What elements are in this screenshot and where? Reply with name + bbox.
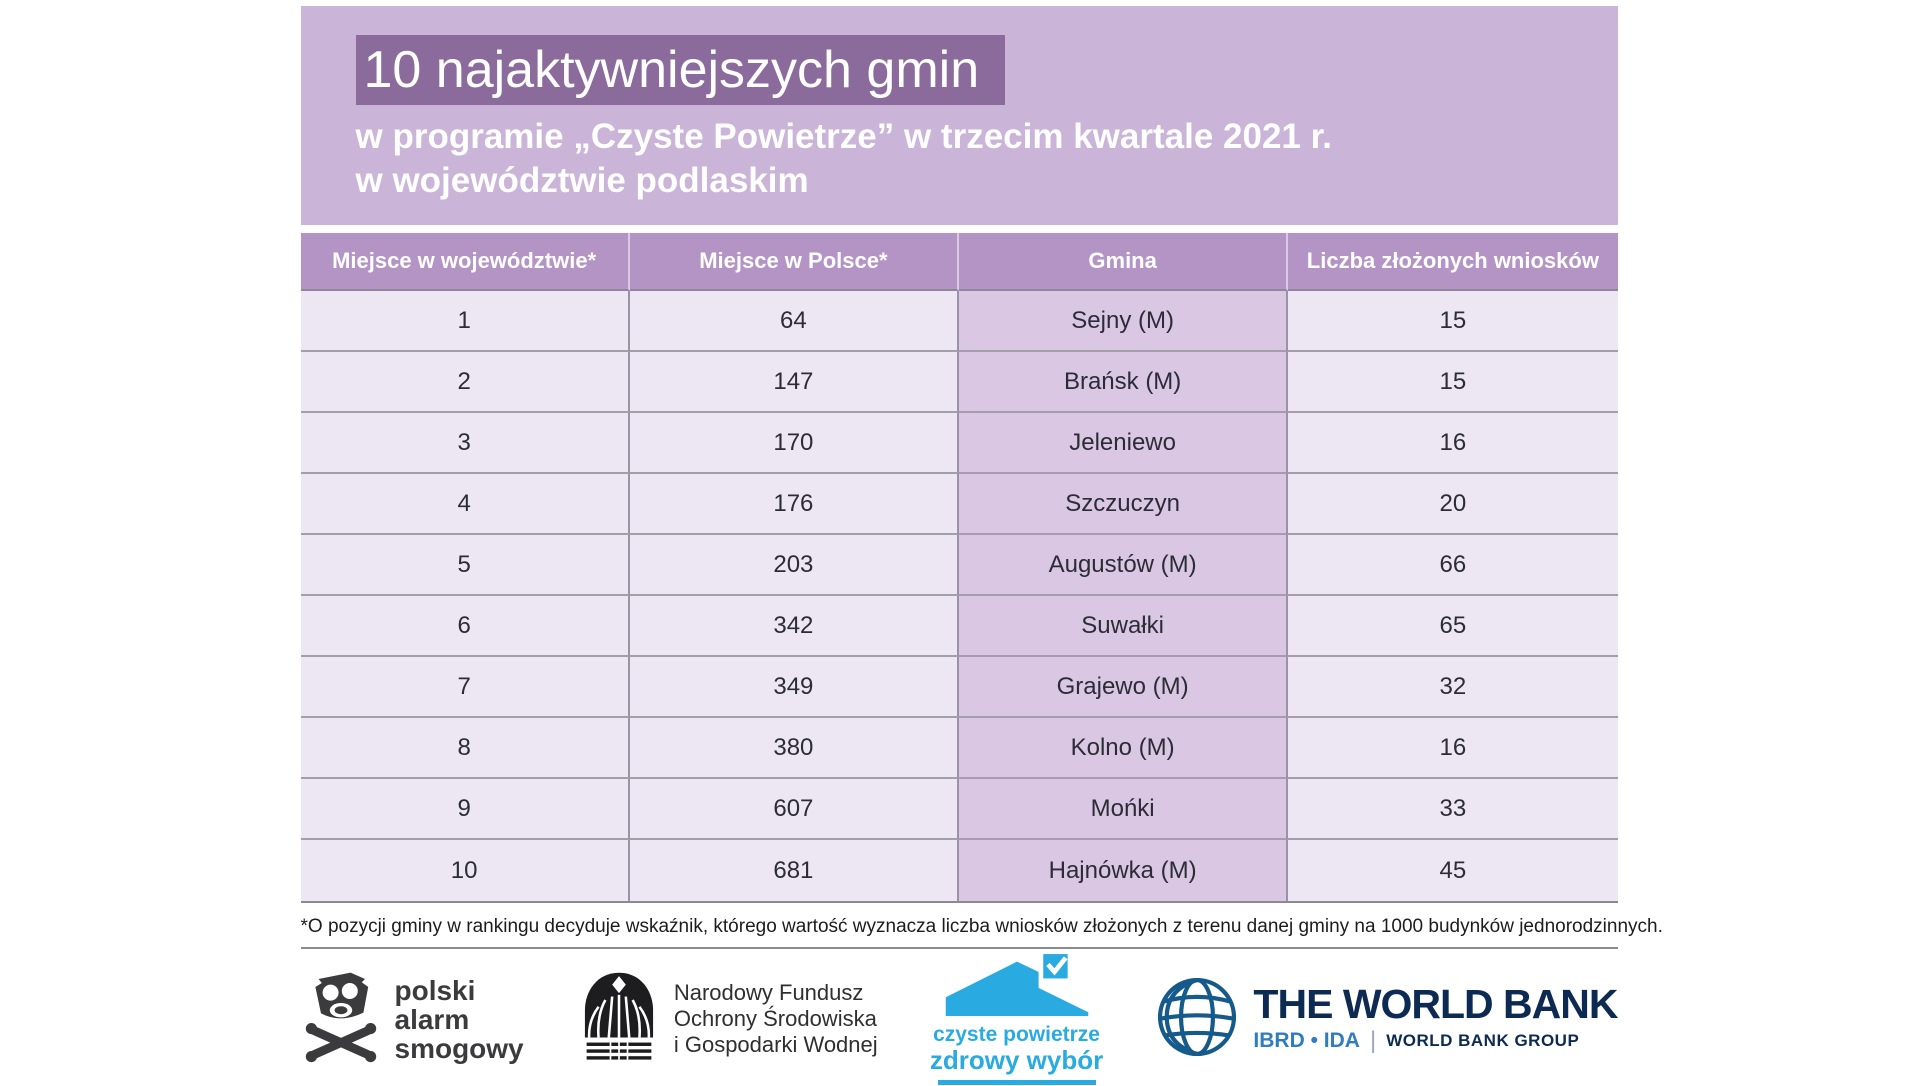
table-cell-gmina: Szczuczyn: [959, 474, 1289, 535]
gas-mask-crossbones-icon: [301, 971, 381, 1068]
ranking-table: Miejsce w województwie* Miejsce w Polsce…: [300, 233, 1618, 903]
logo-polski-alarm-smogowy: polski alarm smogowy: [301, 971, 524, 1068]
infographic: 10 najaktywniejszych gmin w programie „C…: [300, 6, 1663, 1085]
table-cell: 8: [300, 718, 630, 779]
table-cell-gmina: Mońki: [959, 779, 1289, 840]
nf-line1: Narodowy Fundusz: [673, 980, 864, 1005]
tree-emblem-icon: [576, 971, 662, 1068]
column-header-miejsce-polska: Miejsce w Polsce*: [629, 233, 959, 291]
footnote-divider: [300, 947, 1618, 949]
column-header-gmina: Gmina: [959, 233, 1289, 291]
table-cell: 64: [629, 291, 959, 352]
logo-czyste-powietrze: czyste powietrze zdrowy wybór: [929, 953, 1104, 1085]
table-cell: 16: [1288, 413, 1618, 474]
table-cell: 2: [300, 352, 630, 413]
world-bank-divider: |: [1369, 1027, 1377, 1054]
nf-line3: i Gospodarki Wodnej: [673, 1032, 878, 1057]
table-cell: 7: [300, 657, 630, 718]
table-cell: 20: [1288, 474, 1618, 535]
table-cell: 342: [629, 596, 959, 657]
table-cell: 32: [1288, 657, 1618, 718]
table-cell-gmina: Hajnówka (M): [959, 840, 1289, 901]
table-cell: 10: [300, 840, 630, 901]
table-cell: 203: [629, 535, 959, 596]
table-cell-gmina: Grajewo (M): [959, 657, 1289, 718]
header-banner: 10 najaktywniejszych gmin w programie „C…: [300, 6, 1618, 225]
table-cell: 66: [1288, 535, 1618, 596]
table-cell: 3: [300, 413, 630, 474]
table-cell: 15: [1288, 291, 1618, 352]
world-bank-group: WORLD BANK GROUP: [1386, 1031, 1580, 1050]
page-subtitle: w programie „Czyste Powietrze” w trzecim…: [356, 115, 1618, 203]
czyste-powietrze-line1: czyste powietrze: [933, 1022, 1100, 1046]
table-cell-gmina: Suwałki: [959, 596, 1289, 657]
table-cell: 147: [629, 352, 959, 413]
subtitle-line-2: w województwie podlaskim: [355, 161, 809, 200]
table-cell: 380: [629, 718, 959, 779]
nf-line2: Ochrony Środowiska: [673, 1006, 877, 1031]
czyste-powietrze-line2: zdrowy wybór: [929, 1044, 1104, 1075]
table-cell-gmina: Jeleniewo: [959, 413, 1289, 474]
table-cell-gmina: Brańsk (M): [959, 352, 1289, 413]
house-checkmark-icon: [942, 953, 1092, 1021]
czyste-powietrze-underline: [937, 1079, 1096, 1085]
table-cell: 176: [629, 474, 959, 535]
column-header-miejsce-wojewodztwo: Miejsce w województwie*: [300, 233, 630, 291]
table-cell: 1: [300, 291, 630, 352]
table-cell-gmina: Kolno (M): [959, 718, 1289, 779]
table-cell: 16: [1288, 718, 1618, 779]
table-cell: 5: [300, 535, 630, 596]
table-cell-gmina: Augustów (M): [959, 535, 1289, 596]
page-title: 10 najaktywniejszych gmin: [355, 35, 1006, 105]
table-cell: 45: [1288, 840, 1618, 901]
subtitle-line-1: w programie „Czyste Powietrze” w trzecim…: [355, 117, 1333, 156]
table-cell: 15: [1288, 352, 1618, 413]
pas-line2: alarm: [394, 1003, 470, 1035]
logo-polski-alarm-smogowy-text: polski alarm smogowy: [395, 976, 524, 1063]
table-cell: 349: [629, 657, 959, 718]
logo-nfosigw: Narodowy Fundusz Ochrony Środowiska i Go…: [576, 971, 878, 1068]
world-bank-ibrd-ida: IBRD • IDA: [1253, 1029, 1360, 1052]
column-header-wnioski: Liczba złożonych wniosków: [1288, 233, 1618, 291]
footnote: *O pozycji gminy w rankingu decyduje wsk…: [300, 916, 1663, 937]
world-bank-name: THE WORLD BANK: [1253, 981, 1618, 1027]
table-cell: 6: [300, 596, 630, 657]
globe-icon: [1155, 975, 1239, 1064]
world-bank-subline: IBRD • IDA | WORLD BANK GROUP: [1253, 1027, 1617, 1055]
table-cell: 4: [300, 474, 630, 535]
pas-line1: polski: [394, 974, 476, 1006]
logo-nfosigw-text: Narodowy Fundusz Ochrony Środowiska i Go…: [674, 980, 878, 1058]
logo-world-bank: THE WORLD BANK IBRD • IDA | WORLD BANK G…: [1155, 975, 1619, 1064]
table-cell: 607: [629, 779, 959, 840]
table-cell-gmina: Sejny (M): [959, 291, 1289, 352]
pas-line3: smogowy: [394, 1032, 524, 1064]
table-cell: 170: [629, 413, 959, 474]
table-cell: 681: [629, 840, 959, 901]
table-cell: 9: [300, 779, 630, 840]
table-cell: 65: [1288, 596, 1618, 657]
table-cell: 33: [1288, 779, 1618, 840]
logos-row: polski alarm smogowy: [301, 953, 1619, 1085]
logo-world-bank-text: THE WORLD BANK IBRD • IDA | WORLD BANK G…: [1253, 981, 1618, 1055]
